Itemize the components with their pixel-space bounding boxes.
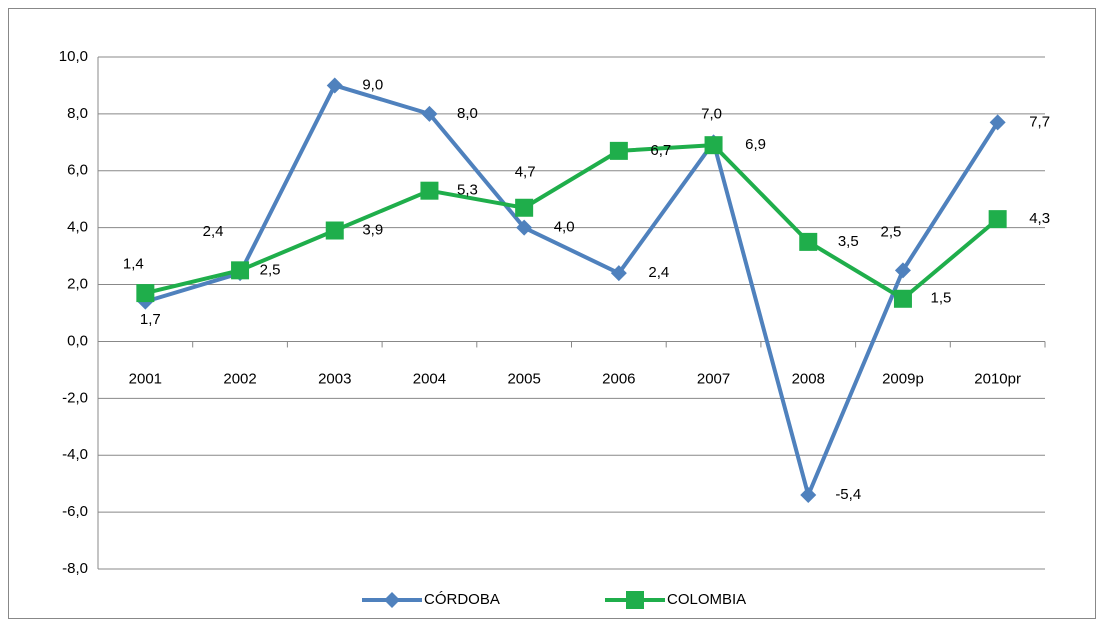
- marker: [800, 487, 817, 504]
- chart-border: [8, 8, 1096, 619]
- marker: [894, 262, 911, 279]
- legend-label: CÓRDOBA: [424, 591, 500, 608]
- data-label: 3,5: [838, 233, 859, 250]
- series-line: [144, 83, 1000, 498]
- x-tick-label: 2001: [129, 370, 162, 387]
- data-label: 6,7: [650, 142, 671, 159]
- y-tick-label: -8,0: [62, 560, 88, 577]
- y-tick-label: 10,0: [59, 48, 88, 65]
- series-line: [144, 143, 999, 301]
- data-label: 4,0: [554, 219, 575, 236]
- x-tick-label: 2010pr: [974, 370, 1021, 387]
- marker: [988, 210, 1007, 229]
- data-label: 3,9: [362, 221, 383, 238]
- x-tick-label: 2007: [697, 370, 730, 387]
- y-tick-label: 8,0: [67, 105, 88, 122]
- data-label: 4,7: [515, 164, 536, 181]
- marker: [326, 77, 343, 94]
- data-label: 7,7: [1029, 113, 1050, 130]
- data-label: 8,0: [457, 105, 478, 122]
- data-label: 9,0: [362, 76, 383, 93]
- data-label: 1,5: [931, 290, 952, 307]
- marker: [231, 261, 250, 280]
- marker: [610, 265, 627, 282]
- data-label: 5,3: [457, 182, 478, 199]
- x-tick-label: 2009p: [882, 370, 924, 387]
- x-tick-label: 2003: [318, 370, 351, 387]
- marker: [136, 284, 155, 303]
- y-tick-label: -4,0: [62, 446, 88, 463]
- marker: [609, 141, 628, 160]
- y-tick-label: -2,0: [62, 389, 88, 406]
- legend-label: COLOMBIA: [667, 591, 746, 608]
- x-tick-label: 2004: [413, 370, 446, 387]
- marker: [626, 591, 644, 609]
- marker: [989, 114, 1006, 131]
- marker: [704, 136, 723, 155]
- marker: [421, 105, 438, 122]
- x-tick-label: 2008: [792, 370, 825, 387]
- data-label: 6,9: [745, 136, 766, 153]
- x-tick-label: 2005: [507, 370, 540, 387]
- y-tick-label: 6,0: [67, 162, 88, 179]
- marker: [515, 198, 534, 217]
- y-tick-label: 0,0: [67, 332, 88, 349]
- y-tick-label: 4,0: [67, 219, 88, 236]
- marker: [420, 181, 439, 200]
- x-tick-label: 2002: [223, 370, 256, 387]
- data-label: 7,0: [701, 105, 722, 122]
- data-label: -5,4: [835, 486, 861, 503]
- data-label: 2,4: [648, 264, 669, 281]
- marker: [384, 592, 400, 608]
- y-tick-label: -6,0: [62, 503, 88, 520]
- x-tick-label: 2006: [602, 370, 635, 387]
- data-label: 4,3: [1029, 210, 1050, 227]
- marker: [893, 289, 912, 308]
- marker: [325, 221, 344, 240]
- data-label: 2,4: [203, 223, 224, 240]
- data-label: 2,5: [881, 223, 902, 240]
- marker: [516, 219, 533, 236]
- data-label: 1,7: [140, 311, 161, 328]
- data-label: 1,4: [123, 256, 144, 273]
- marker: [799, 232, 818, 251]
- data-label: 2,5: [260, 261, 281, 278]
- y-tick-label: 2,0: [67, 276, 88, 293]
